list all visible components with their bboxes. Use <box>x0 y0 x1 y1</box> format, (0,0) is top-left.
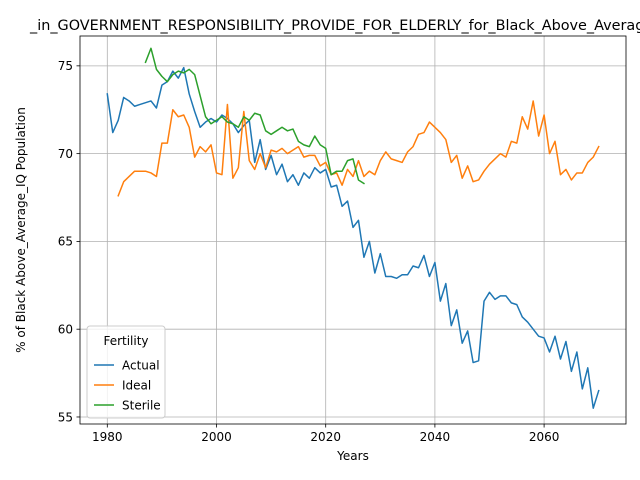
legend-items: Actual Ideal Sterile <box>94 358 161 412</box>
y-axis-label: % of Black Above_Average_IQ Population <box>14 107 28 353</box>
legend-title: Fertility <box>103 334 148 348</box>
series-lines <box>106 47 600 409</box>
legend-label-sterile: Sterile <box>122 398 161 412</box>
x-axis-ticks: 1980 2000 2020 2040 2060 <box>92 424 559 444</box>
legend: Fertility Actual Ideal Sterile <box>86 325 166 419</box>
x-tick-label: 2000 <box>201 430 232 444</box>
plot-area <box>79 35 627 425</box>
x-tick-label: 1980 <box>92 430 123 444</box>
y-tick-label: 70 <box>58 147 73 161</box>
y-tick-label: 55 <box>58 410 73 424</box>
x-tick-label: 2060 <box>529 430 560 444</box>
x-tick-label: 2040 <box>420 430 451 444</box>
series-line-ideal <box>117 100 600 197</box>
legend-label-actual: Actual <box>122 358 160 372</box>
x-tick-label: 2020 <box>310 430 341 444</box>
y-tick-label: 75 <box>58 59 73 73</box>
y-tick-label: 60 <box>58 322 73 336</box>
legend-label-ideal: Ideal <box>122 378 151 392</box>
y-tick-label: 65 <box>58 235 73 249</box>
series-line-sterile <box>144 47 365 185</box>
y-axis-ticks: 55 60 65 70 75 <box>58 59 80 424</box>
legend-box <box>86 325 166 419</box>
chart-title: _in_GOVERNMENT_RESPONSIBILITY_PROVIDE_FO… <box>29 18 640 34</box>
series-line-actual <box>106 66 600 409</box>
x-axis-label: Years <box>336 449 369 463</box>
grid <box>80 36 626 424</box>
